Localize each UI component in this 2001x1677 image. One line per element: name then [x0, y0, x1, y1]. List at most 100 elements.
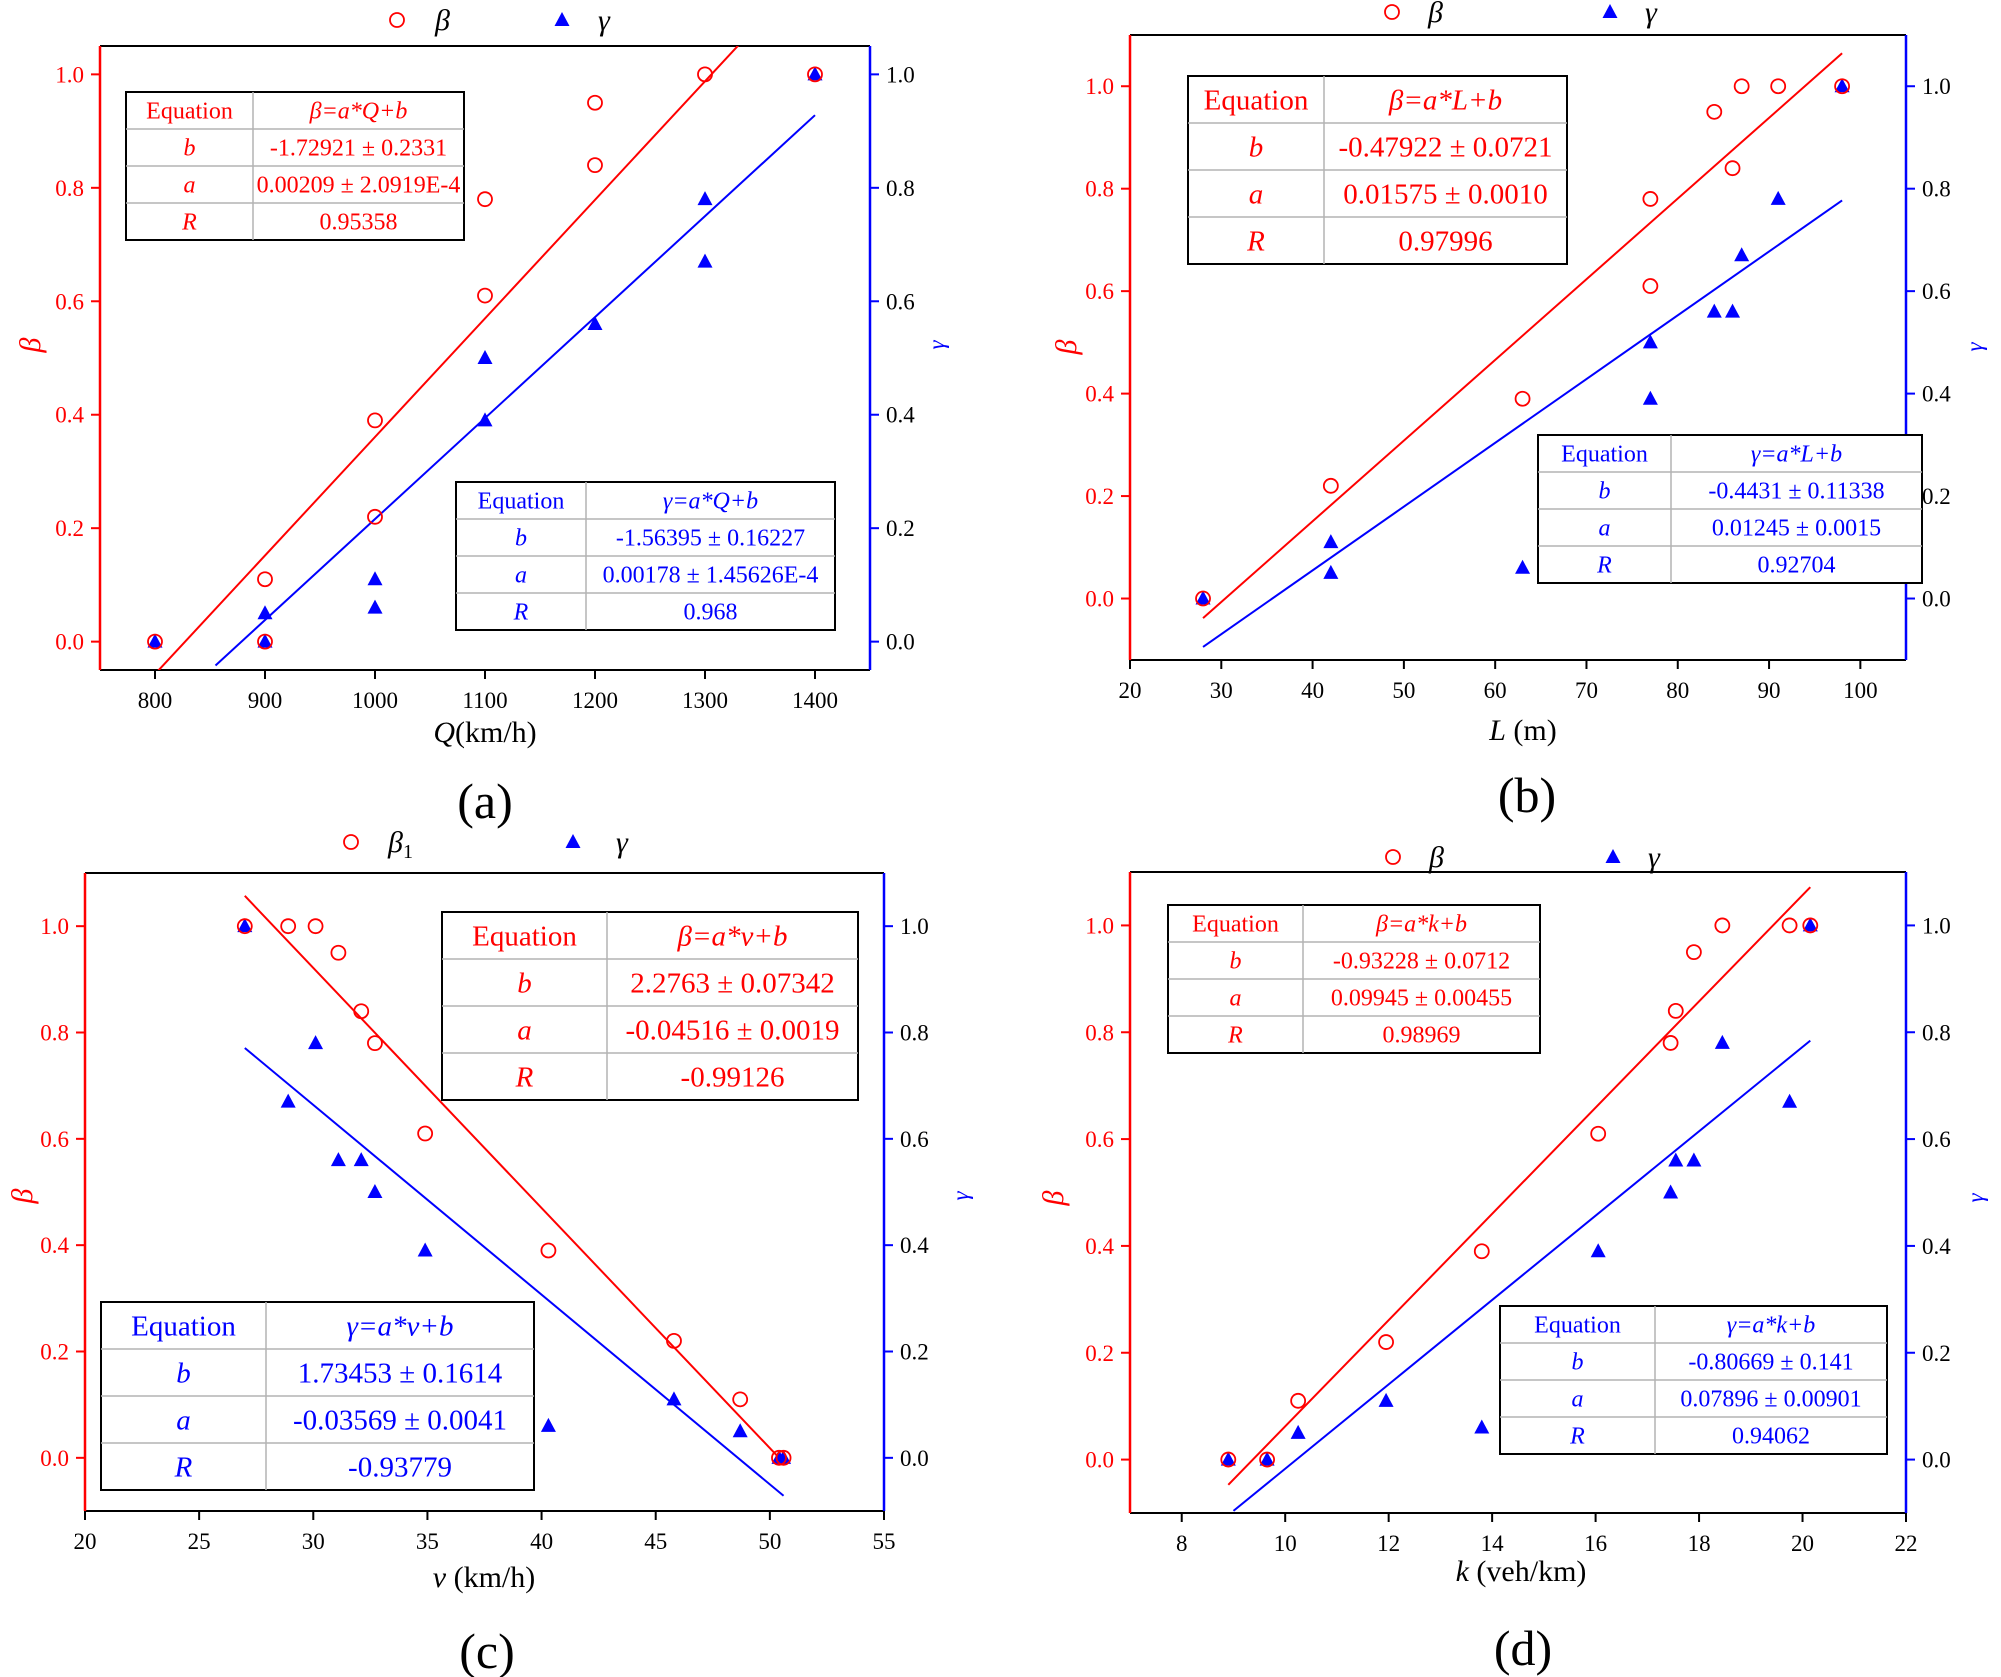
fit-table-cell: Equation [1534, 1313, 1621, 1339]
y-right-tick-label: 0.2 [1922, 1341, 1951, 1366]
data-point-gamma [540, 1417, 556, 1432]
data-point-beta [1781, 917, 1798, 934]
x-tick-label: 70 [1575, 678, 1598, 703]
data-point-gamma [1770, 190, 1786, 205]
fit-table-cell: Equation [478, 489, 565, 515]
fit-table-cell: γ=a*Q+b [663, 489, 758, 515]
data-point-beta [1290, 1392, 1307, 1409]
data-point-beta [587, 94, 603, 111]
fit-table-cell: R [174, 1452, 193, 1484]
data-point-gamma [697, 253, 713, 268]
y-right-tick-label: 0.4 [900, 1233, 929, 1258]
data-point-beta [1802, 917, 1819, 934]
fit-table-cell: R [1246, 226, 1265, 258]
y-right-tick-label: 0.4 [1922, 382, 1951, 407]
x-tick-label: 800 [138, 688, 173, 713]
x-tick-label: 55 [873, 1529, 896, 1554]
y-right-tick-label: 0.0 [1922, 1448, 1951, 1473]
fit-table-cell: Equation [1192, 912, 1279, 938]
fit-table-cell: a [1230, 986, 1242, 1012]
x-axis-var: k [1456, 1555, 1470, 1588]
fit-table-cell: Equation [146, 99, 233, 125]
fit-table: Equation β=a*v+b b 2.2763 ± 0.07342 a -0.0451… [441, 911, 859, 1101]
y-axis-right-label: γ [924, 340, 949, 350]
fit-table-cell: R [513, 600, 529, 626]
data-point-beta [540, 1242, 557, 1259]
data-point-beta [1642, 191, 1659, 207]
data-point-gamma [330, 1152, 346, 1167]
fit-line [244, 895, 785, 1464]
legend-gamma-label: γ [598, 4, 611, 37]
data-point-gamma [1714, 1034, 1730, 1049]
y-left-tick-label: 1.0 [40, 914, 69, 939]
fit-table-cell: γ=a*k+b [1727, 1313, 1816, 1339]
data-point-beta [775, 1449, 792, 1466]
data-point-gamma [367, 1184, 383, 1198]
fit-table-cell: 0.94062 [1732, 1424, 1810, 1450]
y-left-tick-label: 0.4 [1085, 382, 1114, 407]
legend-beta-text: β [434, 4, 450, 37]
y-right-tick-label: 0.0 [900, 1446, 929, 1471]
data-point-beta [1667, 1002, 1684, 1019]
data-point-beta [147, 633, 163, 650]
y-axis-right-label: γ [1962, 342, 1987, 352]
data-point-beta [280, 918, 297, 935]
data-point-gamma [1515, 559, 1531, 574]
x-axis-label: k (veh/km) [1456, 1555, 1587, 1588]
data-point-gamma [367, 599, 383, 614]
data-point-gamma [1378, 1392, 1394, 1407]
data-point-beta [330, 944, 347, 961]
data-point-beta [1378, 1334, 1394, 1350]
fit-table-cell: b [1230, 949, 1242, 975]
fit-table-cell: b [184, 136, 196, 162]
fit-table-cell: -0.03569 ± 0.0041 [293, 1405, 507, 1437]
data-point-gamma [257, 605, 273, 620]
fit-table-cell: 0.09945 ± 0.00455 [1331, 986, 1512, 1012]
y-left-tick-label: 0.6 [1085, 279, 1114, 304]
fit-table-cell: R [1569, 1424, 1585, 1450]
data-point-gamma [1323, 534, 1339, 549]
fit-table-cell: Equation [472, 921, 577, 953]
fit-table-cell: 0.01575 ± 0.0010 [1343, 179, 1547, 211]
data-point-gamma [147, 633, 163, 648]
fit-table-cell: γ=a*L+b [1751, 442, 1842, 468]
fit-lines [157, 46, 816, 670]
data-points [147, 66, 823, 650]
x-axis-var: v [433, 1561, 447, 1594]
x-axis-unit: (m) [1506, 714, 1557, 747]
fit-lines [1202, 52, 1843, 648]
x-tick-label: 40 [1301, 678, 1324, 703]
fit-table-cell: a [1249, 179, 1264, 211]
x-tick-label: 20 [74, 1529, 97, 1554]
data-points [1195, 78, 1850, 607]
fit-table-cell: a [517, 1015, 532, 1047]
data-point-beta [477, 191, 493, 208]
y-right-tick-label: 0.8 [886, 176, 915, 201]
x-tick-label: 25 [188, 1529, 211, 1554]
data-points [236, 918, 792, 1466]
data-point-beta [1642, 278, 1659, 294]
fit-table: Equation γ=a*v+b b 1.73453 ± 0.1614 a -0.0356… [100, 1301, 535, 1491]
data-point-beta [1473, 1243, 1490, 1260]
data-point-beta [1662, 1035, 1679, 1051]
legend-beta-label: β [1427, 0, 1443, 29]
fit-lines [1227, 886, 1812, 1512]
fit-table-cell: -0.80669 ± 0.141 [1688, 1350, 1853, 1376]
x-axis-unit: (km/h) [446, 1561, 535, 1594]
legend-gamma-marker [1602, 4, 1618, 18]
y-right-tick-label: 0.6 [1922, 279, 1951, 304]
data-point-gamma [1220, 1451, 1236, 1466]
x-tick-label: 40 [530, 1529, 553, 1554]
data-point-gamma [666, 1391, 682, 1406]
panel-label: (b) [1498, 767, 1556, 823]
fit-table-cell: -0.99126 [681, 1062, 785, 1094]
fit-line [1227, 886, 1812, 1486]
y-right-tick-label: 0.4 [1922, 1234, 1951, 1259]
fit-table-cell: -0.47922 ± 0.0721 [1338, 132, 1552, 164]
fit-table: Equation β=a*k+b b -0.93228 ± 0.0712 a 0.0994… [1167, 904, 1541, 1054]
data-point-beta [697, 66, 713, 83]
fit-table-cell: -0.93779 [348, 1452, 452, 1484]
x-tick-label: 100 [1843, 678, 1878, 703]
data-point-gamma [477, 412, 493, 427]
fit-table-cell: b [1249, 132, 1264, 164]
